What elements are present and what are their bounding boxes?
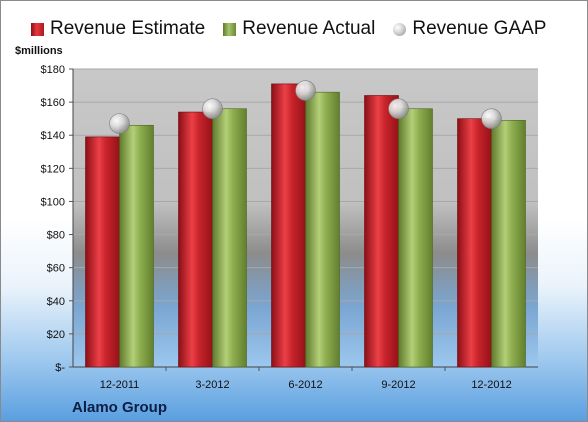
y-tick-label: $80 <box>47 230 65 242</box>
bar-revenue-estimate <box>85 136 120 368</box>
x-tick-label: 6-2012 <box>288 379 322 391</box>
legend-item-actual: Revenue Actual <box>223 18 375 40</box>
legend-label-estimate: Revenue Estimate <box>50 18 206 39</box>
bar-revenue-actual <box>119 124 154 368</box>
y-tick-label: $40 <box>47 296 65 308</box>
units-label: $millions <box>15 45 63 57</box>
point-revenue-gaap <box>202 98 223 120</box>
legend: Revenue Estimate Revenue Actual Revenue … <box>31 17 564 41</box>
x-tick-label: 9-2012 <box>381 379 415 391</box>
point-revenue-gaap <box>109 113 130 134</box>
legend-swatch-gaap <box>393 22 407 36</box>
legend-label-gaap: Revenue GAAP <box>412 18 547 39</box>
bar-revenue-estimate <box>178 111 213 368</box>
legend-label-actual: Revenue Actual <box>242 18 376 39</box>
y-tick-label: $160 <box>41 97 65 109</box>
x-tick-label: 12-2012 <box>471 379 511 391</box>
bar-revenue-estimate <box>364 95 399 368</box>
y-tick-label: $140 <box>41 130 65 142</box>
point-revenue-gaap <box>481 108 502 129</box>
bar-revenue-actual <box>398 108 433 368</box>
point-revenue-gaap <box>295 80 316 101</box>
legend-swatch-estimate <box>31 22 44 36</box>
y-tick-label: $180 <box>41 64 65 76</box>
company-name: Alamo Group <box>72 399 168 416</box>
y-tick-label: $120 <box>41 163 65 175</box>
bar-revenue-estimate <box>457 118 492 368</box>
legend-item-estimate: Revenue Estimate <box>31 18 205 40</box>
legend-swatch-actual <box>223 22 237 36</box>
y-tick-label: $- <box>55 362 65 374</box>
y-tick-label: $20 <box>47 329 65 341</box>
legend-item-gaap: Revenue GAAP <box>393 18 546 40</box>
bar-revenue-actual <box>491 120 526 368</box>
bar-revenue-actual <box>305 91 340 368</box>
point-revenue-gaap <box>388 98 409 120</box>
y-tick-label: $60 <box>47 263 65 275</box>
bar-revenue-actual <box>212 108 247 368</box>
x-tick-label: 12-2011 <box>100 379 140 391</box>
x-tick-label: 3-2012 <box>195 379 229 391</box>
bar-revenue-estimate <box>271 83 306 368</box>
y-tick-label: $100 <box>41 196 65 208</box>
